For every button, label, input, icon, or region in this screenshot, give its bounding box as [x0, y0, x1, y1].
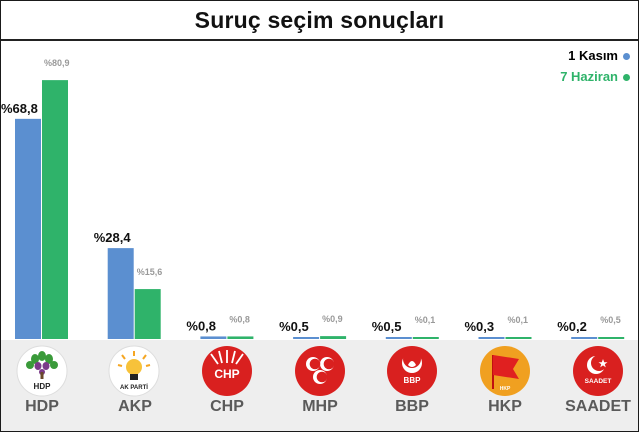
akp-logo-text: AK PARTİ — [120, 384, 148, 391]
bar-akp-series-1 — [107, 248, 134, 339]
mhp-three-crescents-logo-icon — [295, 346, 345, 396]
data-label-hdp-series-1: %68,8 — [1, 101, 38, 116]
hkp-logo-text: HKP — [500, 386, 511, 392]
legend-item-2: 7 Haziran — [560, 69, 630, 84]
data-label-mhp-series-1: %0,5 — [279, 319, 309, 334]
saadet-crescent-star-logo-icon: SAADET — [573, 346, 623, 396]
chp-six-arrows-logo-icon: CHP — [202, 346, 252, 396]
bar-saadet-series-2 — [598, 337, 625, 339]
category-label-chp: CHP — [210, 398, 244, 415]
category-label-bbp: BBP — [395, 398, 429, 415]
bar-bbp-series-1 — [385, 337, 412, 339]
data-label-chp-series-1: %0,8 — [186, 318, 216, 333]
bar-chp-series-2 — [227, 336, 254, 339]
category-label-hdp: HDP — [25, 398, 59, 415]
category-label-saadet: SAADET — [565, 398, 631, 415]
bar-hdp-series-1 — [15, 118, 41, 339]
bar-mhp-series-1 — [293, 337, 320, 339]
legend-item-1: 1 Kasım — [568, 48, 630, 63]
data-label-chp-series-2: %0,8 — [229, 314, 250, 324]
bar-mhp-series-2 — [320, 336, 347, 339]
chart-title: Suruç seçim sonuçları — [194, 6, 445, 33]
bar-akp-series-2 — [134, 289, 161, 339]
bbp-crescent-rose-logo-icon: BBP — [387, 346, 437, 396]
bar-hkp-series-1 — [478, 337, 505, 339]
bar-saadet-series-1 — [571, 337, 598, 339]
hkp-red-flag-logo-icon: HKP — [480, 346, 530, 396]
data-label-saadet-series-1: %0,2 — [557, 319, 587, 334]
chp-logo-text: CHP — [214, 367, 239, 381]
bbp-logo-text: BBP — [404, 376, 422, 385]
data-label-akp-series-1: %28,4 — [94, 230, 132, 245]
party-logo-strip: HDP AK PARTİ CHP — [1, 340, 638, 431]
category-label-akp: AKP — [118, 398, 152, 415]
legend-swatch-2 — [623, 74, 630, 82]
title-bar: Suruç seçim sonuçları — [1, 1, 638, 41]
data-label-hdp-series-2: %80,9 — [44, 58, 70, 68]
data-label-hkp-series-1: %0,3 — [465, 319, 495, 334]
category-label-mhp: MHP — [302, 398, 338, 415]
data-label-mhp-series-2: %0,9 — [322, 314, 343, 324]
legend-label-2: 7 Haziran — [560, 69, 618, 84]
data-label-bbp-series-2: %0,1 — [415, 315, 436, 325]
saadet-logo-text: SAADET — [585, 378, 612, 385]
bar-hdp-series-2 — [42, 80, 68, 339]
bar-bbp-series-2 — [412, 337, 439, 339]
category-label-hkp: HKP — [488, 398, 522, 415]
data-label-hkp-series-2: %0,1 — [508, 315, 529, 325]
plot-area: %68,8 %80,9 %28,4 %15,6 %0,8 %0,8 %0,5 %0,9 %0,5… — [1, 41, 638, 341]
data-label-akp-series-2: %15,6 — [137, 267, 163, 277]
legend-swatch-1 — [623, 53, 630, 61]
data-label-saadet-series-2: %0,5 — [600, 315, 621, 325]
data-label-bbp-series-1: %0,5 — [372, 319, 402, 334]
bar-hkp-series-2 — [505, 337, 532, 339]
akp-lightbulb-logo-icon: AK PARTİ — [108, 345, 160, 397]
hdp-logo-text: HDP — [34, 382, 52, 391]
legend-label-1: 1 Kasım — [568, 48, 618, 63]
hdp-tree-logo-icon: HDP — [16, 345, 68, 397]
bars-canvas: %68,8 %80,9 %28,4 %15,6 %0,8 %0,8 %0,5 %0,9 %0,5… — [1, 58, 625, 339]
bar-chp-series-1 — [200, 336, 227, 339]
